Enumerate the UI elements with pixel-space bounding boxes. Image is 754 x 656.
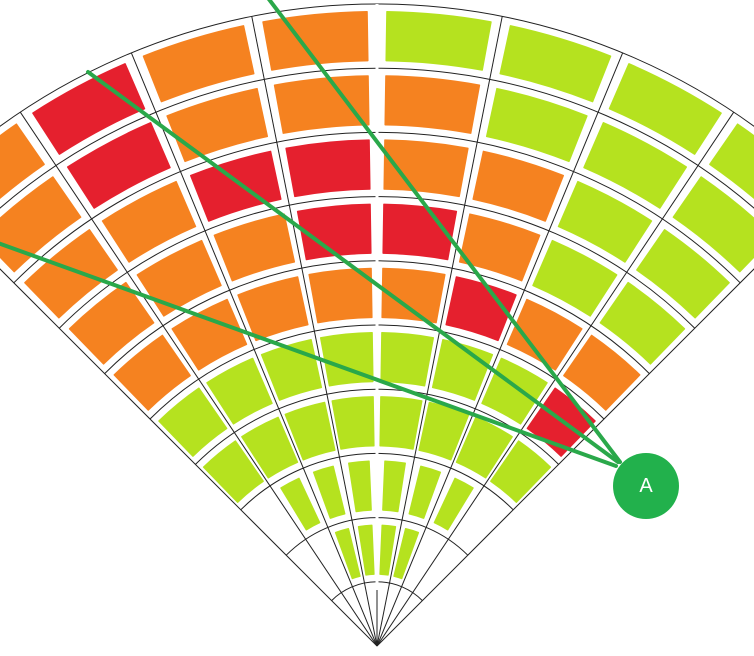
marker-rays: [0, 0, 622, 468]
heatmap-cell-lime: [334, 528, 361, 580]
heatmap-cell-lime: [393, 528, 420, 580]
heatmap-cell-orange: [383, 139, 469, 198]
heatmap-cell-orange: [24, 229, 118, 319]
sector-spoke: [376, 268, 754, 647]
sector-spoke: [130, 52, 378, 647]
sector-spoke: [19, 111, 378, 647]
heatmap-cell-orange: [237, 276, 309, 342]
heatmap-cell-orange: [171, 298, 248, 371]
heatmap-cell-lime: [284, 401, 336, 461]
heatmap-cell-lime: [202, 440, 264, 503]
heatmap-cell-orange: [113, 334, 191, 411]
heatmap-cell-lime: [158, 387, 228, 457]
heatmap-cell-lime: [241, 416, 299, 479]
heatmap-cell-orange: [458, 213, 541, 282]
heatmap-cell-lime: [379, 396, 423, 450]
heatmap-cell-lime: [331, 396, 375, 450]
heatmap-cell-orange: [0, 123, 45, 200]
heatmap-cell-lime: [380, 331, 435, 387]
heatmap-cell-lime: [499, 25, 612, 103]
heatmap-cell-orange: [308, 267, 373, 324]
heatmap-cell-lime: [433, 477, 474, 531]
heatmap-cell-lime: [382, 460, 406, 513]
heatmap-cell-orange: [506, 298, 583, 371]
heatmap-cell-lime: [608, 63, 722, 155]
heatmap-cell-orange: [213, 213, 296, 282]
heatmap-cell-lime: [385, 11, 492, 71]
sector-spoke: [376, 52, 624, 647]
heatmap-cell-orange: [101, 180, 197, 263]
heatmap-cell-lime: [312, 465, 346, 519]
ring-arc: [0, 3, 754, 128]
heatmap-cell-orange: [136, 239, 222, 317]
heatmap-cell-red: [296, 203, 372, 261]
heatmap-cell-orange: [166, 87, 269, 163]
heatmap-cell-lime: [319, 331, 374, 387]
sector-spoke: [0, 268, 378, 647]
heatmap-cell-red: [382, 203, 458, 261]
marker-label: A: [639, 475, 653, 497]
heatmap-cell-lime: [490, 440, 552, 503]
heatmap-cell-orange: [472, 150, 564, 222]
marker-a[interactable]: A: [613, 453, 679, 519]
heatmap-cell-red: [67, 122, 171, 209]
marker-circle[interactable]: [613, 453, 679, 519]
heatmap-cell-orange: [384, 75, 481, 134]
heatmap-cell-lime: [532, 239, 618, 317]
heatmap-cell-lime: [599, 281, 686, 365]
heatmap-cell-lime: [348, 460, 372, 513]
marker-ray: [86, 70, 620, 464]
heatmap-cell-lime: [636, 229, 730, 319]
sector-spoke: [251, 16, 378, 647]
heatmap-cell-lime: [357, 524, 375, 576]
marker-ray: [267, 0, 622, 464]
heatmap-cell-lime: [418, 401, 470, 461]
heatmap-cell-lime: [557, 180, 653, 263]
marker-ray: [0, 241, 618, 468]
heatmap-cell-red: [285, 139, 371, 198]
heatmap-cell-red: [445, 276, 517, 342]
heatmap-cell-lime: [485, 87, 588, 163]
heatmap-cell-lime: [455, 416, 513, 479]
heatmap-cell-orange: [0, 176, 82, 273]
heatmap-cell-orange: [273, 75, 370, 134]
heatmap-cell-lime: [379, 524, 397, 576]
heatmap-cell-lime: [408, 465, 442, 519]
heatmap-cell-lime: [206, 357, 273, 425]
heatmap-cell-lime: [709, 123, 754, 200]
heatmap-cell-orange: [381, 267, 446, 324]
heatmap-cell-orange: [68, 281, 155, 365]
heatmap-cell-orange: [142, 25, 255, 103]
heatmap-cell-orange: [563, 334, 641, 411]
heatmap-cell-lime: [583, 122, 687, 209]
heatmap-cell-lime: [280, 477, 321, 531]
heatmap-cell-red: [32, 63, 146, 155]
heatmap-cell-lime: [672, 176, 754, 273]
